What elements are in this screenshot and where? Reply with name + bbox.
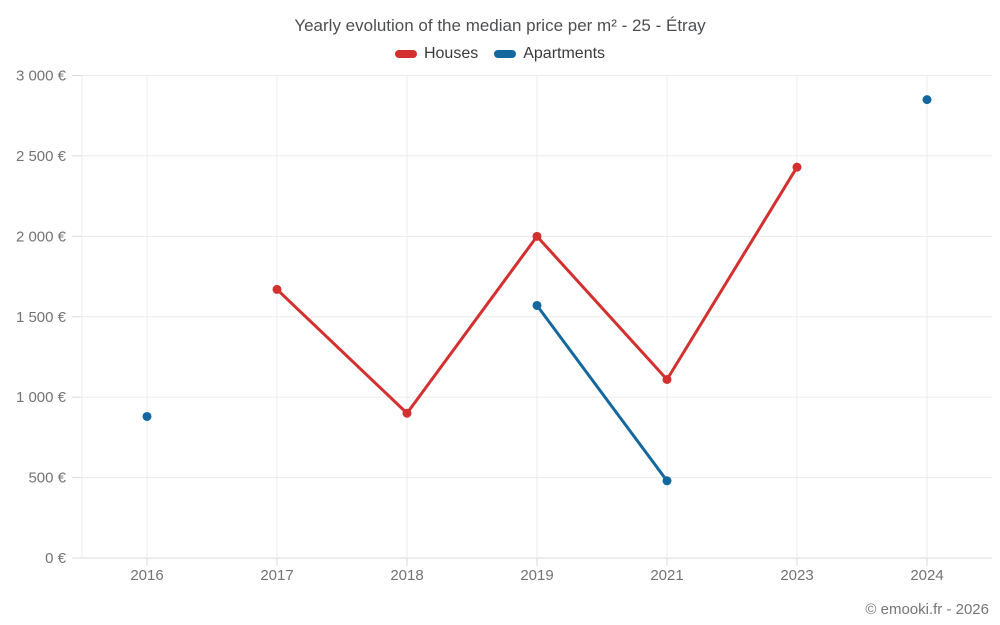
data-point-houses-2018[interactable] xyxy=(402,408,412,418)
x-axis-label: 2019 xyxy=(520,567,553,584)
y-axis-label: 3 000 € xyxy=(16,68,67,85)
data-point-houses-2023[interactable] xyxy=(792,162,802,172)
chart-legend: Houses Apartments xyxy=(0,45,1000,63)
legend-swatch-apartments xyxy=(494,50,517,58)
data-point-apartments-2021[interactable] xyxy=(662,476,672,486)
chart-footer-credit: © emooki.fr - 2026 xyxy=(865,601,989,618)
x-axis-label: 2016 xyxy=(130,567,163,584)
data-point-houses-2021[interactable] xyxy=(662,374,672,384)
data-point-houses-2019[interactable] xyxy=(532,231,542,241)
series-line-houses xyxy=(665,165,799,381)
data-point-houses-2017[interactable] xyxy=(272,284,282,294)
series-line-houses xyxy=(535,234,669,381)
data-point-apartments-2019[interactable] xyxy=(532,300,542,310)
series-line-apartments xyxy=(535,303,669,483)
x-axis-label: 2023 xyxy=(780,567,813,584)
legend-item-houses[interactable]: Houses xyxy=(394,45,479,63)
series-line-houses xyxy=(405,234,539,415)
legend-label-apartments: Apartments xyxy=(523,45,606,62)
legend-item-apartments[interactable]: Apartments xyxy=(494,45,605,63)
y-axis-label: 2 000 € xyxy=(16,228,67,245)
y-axis-label: 0 € xyxy=(45,550,67,567)
y-axis-label: 2 500 € xyxy=(16,148,67,165)
data-point-apartments-2024[interactable] xyxy=(922,95,932,105)
x-axis-label: 2018 xyxy=(390,567,423,584)
legend-swatch-houses xyxy=(394,50,417,58)
data-point-apartments-2016[interactable] xyxy=(142,411,152,421)
series-line-houses xyxy=(275,287,409,415)
x-axis-label: 2021 xyxy=(650,567,683,584)
y-axis-label: 1 500 € xyxy=(16,309,67,326)
chart-title: Yearly evolution of the median price per… xyxy=(294,16,706,35)
y-axis-label: 1 000 € xyxy=(16,389,67,406)
x-axis-label: 2024 xyxy=(910,567,943,584)
y-axis-label: 500 € xyxy=(28,470,66,487)
legend-label-houses: Houses xyxy=(423,45,479,62)
x-axis-label: 2017 xyxy=(260,567,293,584)
